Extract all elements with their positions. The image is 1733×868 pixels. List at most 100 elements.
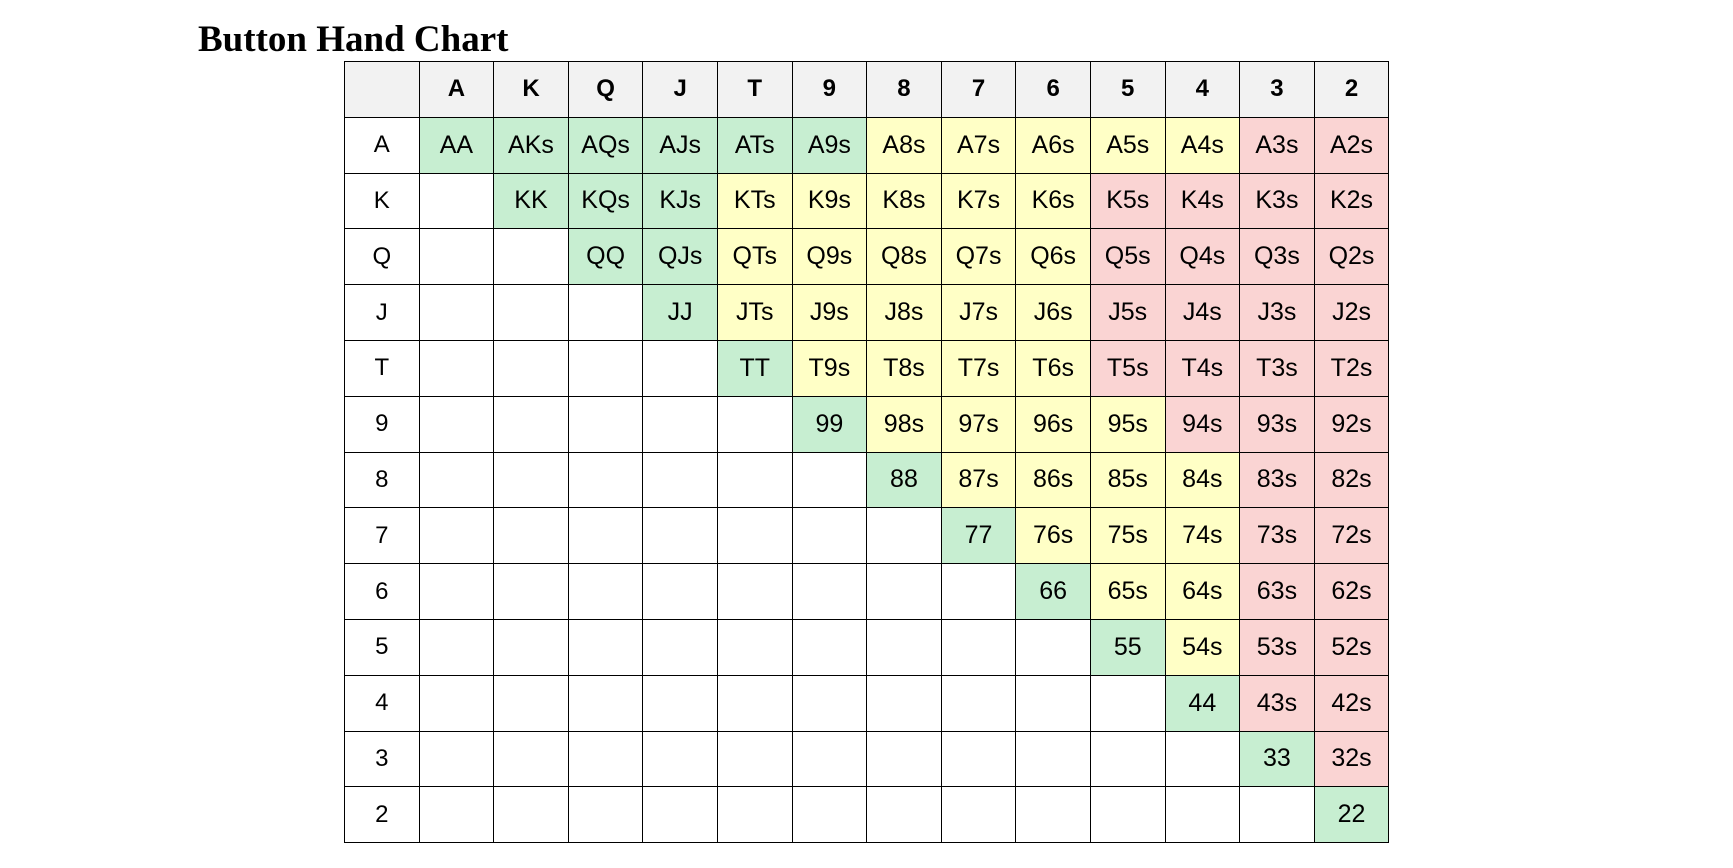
hand-cell: 33	[1239, 730, 1315, 788]
row-label: 6	[344, 563, 420, 620]
empty-cell	[940, 563, 1017, 620]
empty-cell	[418, 563, 495, 620]
empty-cell	[1164, 786, 1241, 844]
hand-cell: K8s	[866, 172, 942, 230]
hand-cell: 66	[1015, 563, 1091, 620]
table-row: 3 33 32s	[344, 730, 1390, 788]
hand-cell: A6s	[1015, 116, 1091, 174]
hand-cell: T5s	[1089, 339, 1166, 397]
empty-cell	[567, 730, 644, 788]
hand-cell: 85s	[1089, 451, 1166, 509]
hand-cell: T3s	[1239, 339, 1315, 397]
hand-cell: KK	[493, 172, 569, 230]
hand-cell: 82s	[1313, 451, 1390, 509]
column-header: J	[642, 61, 718, 118]
row-label: 4	[344, 674, 420, 732]
table-row: 4 44 43s 42s	[344, 674, 1390, 732]
empty-cell	[642, 563, 718, 620]
hand-cell: Q5s	[1089, 228, 1166, 286]
empty-cell	[567, 451, 644, 509]
hand-cell: JTs	[716, 284, 793, 341]
column-header: 3	[1239, 61, 1315, 118]
hand-cell: 42s	[1313, 674, 1390, 732]
empty-cell	[791, 674, 868, 732]
empty-cell	[642, 730, 718, 788]
empty-cell	[791, 451, 868, 509]
table-row: K KK KQs KJs KTs K9s K8s K7s K6s K5s K4s K3s K2s	[344, 172, 1390, 230]
hand-cell: K7s	[940, 172, 1017, 230]
hand-cell: K3s	[1239, 172, 1315, 230]
column-header: 5	[1089, 61, 1166, 118]
empty-cell	[716, 563, 793, 620]
hand-cell: KQs	[567, 172, 644, 230]
empty-cell	[940, 618, 1017, 676]
column-header: T	[716, 61, 793, 118]
hand-cell: J6s	[1015, 284, 1091, 341]
table-row: 5 55 54s 53s 52s	[344, 618, 1390, 676]
empty-cell	[791, 786, 868, 844]
empty-cell	[716, 507, 793, 565]
column-header: K	[493, 61, 569, 118]
hand-cell: 43s	[1239, 674, 1315, 732]
row-label: 2	[344, 786, 420, 844]
empty-cell	[567, 395, 644, 453]
empty-cell	[866, 786, 942, 844]
hand-cell: JJ	[642, 284, 718, 341]
hand-cell: T6s	[1015, 339, 1091, 397]
empty-cell	[791, 507, 868, 565]
hand-cell: A7s	[940, 116, 1017, 174]
empty-cell	[1239, 786, 1315, 844]
hand-cell: A2s	[1313, 116, 1390, 174]
row-label: K	[344, 172, 420, 230]
hand-cell: K2s	[1313, 172, 1390, 230]
hand-cell: A3s	[1239, 116, 1315, 174]
hand-cell: 98s	[866, 395, 942, 453]
hand-cell: 97s	[940, 395, 1017, 453]
empty-cell	[642, 507, 718, 565]
hand-cell: 95s	[1089, 395, 1166, 453]
empty-cell	[1015, 618, 1091, 676]
hand-cell: 73s	[1239, 507, 1315, 565]
hand-cell: T9s	[791, 339, 868, 397]
hand-cell: QQ	[567, 228, 644, 286]
hand-cell: Q2s	[1313, 228, 1390, 286]
column-header: 6	[1015, 61, 1091, 118]
hand-cell: Q6s	[1015, 228, 1091, 286]
empty-cell	[866, 618, 942, 676]
empty-cell	[866, 507, 942, 565]
hand-cell: TT	[716, 339, 793, 397]
hand-cell: 87s	[940, 451, 1017, 509]
column-header: Q	[567, 61, 644, 118]
empty-cell	[418, 172, 495, 230]
hand-cell: Q8s	[866, 228, 942, 286]
hand-cell: 44	[1164, 674, 1241, 732]
hand-cell: Q3s	[1239, 228, 1315, 286]
hand-cell: QTs	[716, 228, 793, 286]
empty-cell	[791, 618, 868, 676]
table-row: 2 22	[344, 786, 1390, 844]
empty-cell	[418, 618, 495, 676]
table-row: T TT T9s T8s T7s T6s T5s T4s T3s T2s	[344, 339, 1390, 397]
hand-cell: K5s	[1089, 172, 1166, 230]
empty-cell	[642, 618, 718, 676]
hand-cell: 77	[940, 507, 1017, 565]
hand-cell: KJs	[642, 172, 718, 230]
empty-cell	[791, 563, 868, 620]
hand-cell: 62s	[1313, 563, 1390, 620]
hand-cell: 83s	[1239, 451, 1315, 509]
hand-cell: 52s	[1313, 618, 1390, 676]
hand-cell: ATs	[716, 116, 793, 174]
empty-cell	[493, 507, 569, 565]
row-label: J	[344, 284, 420, 341]
hand-cell: 93s	[1239, 395, 1315, 453]
empty-cell	[1089, 730, 1166, 788]
empty-cell	[418, 284, 495, 341]
hand-cell: T4s	[1164, 339, 1241, 397]
hand-cell: 54s	[1164, 618, 1241, 676]
empty-cell	[567, 786, 644, 844]
empty-cell	[940, 786, 1017, 844]
empty-cell	[493, 786, 569, 844]
empty-cell	[493, 563, 569, 620]
empty-cell	[642, 339, 718, 397]
